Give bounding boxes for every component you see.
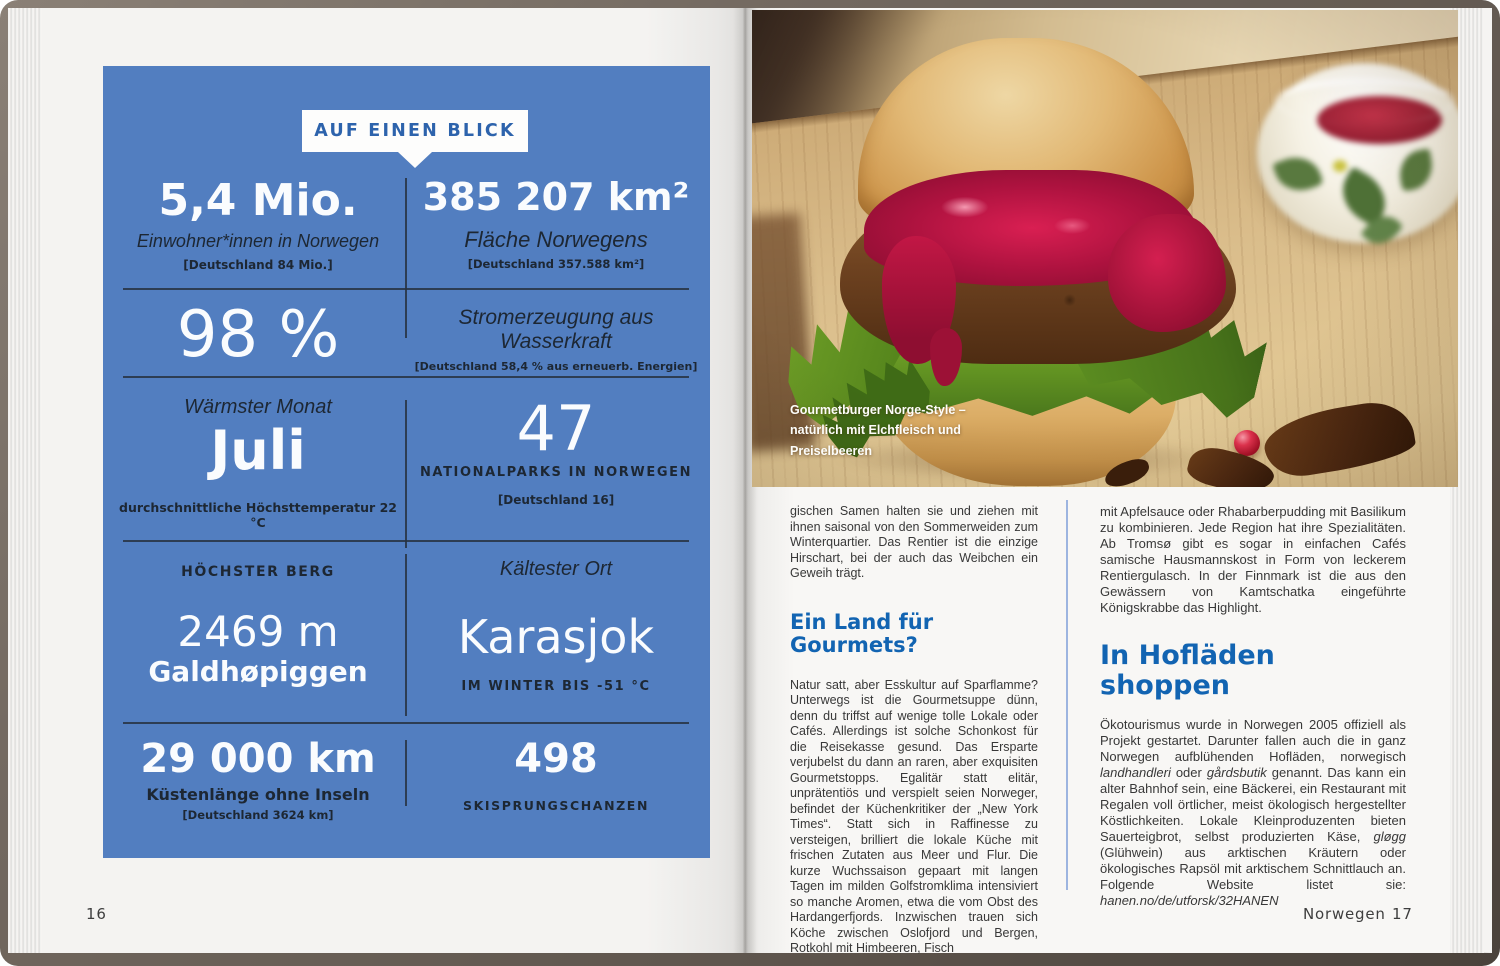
stat-national-parks-compare: [Deutschland 16]	[497, 493, 615, 508]
stat-coastline-value: 29 000 km	[140, 736, 376, 782]
stat-coastline-label: Küstenlänge ohne Inseln	[146, 785, 370, 804]
stat-hydropower-label-1: Stromerzeugung aus	[458, 306, 654, 329]
stat-population: 5,4 Mio. Einwohner*innen in Norwegen [De…	[113, 175, 403, 272]
photo-caption-line: natürlich mit Elchfleisch und	[790, 423, 961, 438]
stat-population-label: Einwohner*innen in Norwegen	[136, 231, 380, 252]
page-number-left: 16	[86, 905, 107, 923]
stat-population-value: 5,4 Mio.	[158, 175, 358, 226]
divider	[123, 288, 689, 290]
stat-hydropower: 98 %	[113, 298, 403, 372]
divider	[405, 554, 407, 716]
paragraph: Natur satt, aber Esskultur auf Sparflamm…	[790, 677, 1038, 956]
at-a-glance-badge: AUF EINEN BLICK	[302, 110, 528, 152]
stat-area: 385 207 km² Fläche Norwegens [Deutschlan…	[410, 175, 702, 272]
stat-hydropower-labels: Stromerzeugung aus Wasserkraft [Deutschl…	[410, 306, 702, 373]
stat-hydropower-value: 98 %	[176, 298, 340, 372]
stat-coastline-compare: [Deutschland 3624 km]	[182, 808, 334, 822]
text-segment-italic: gløgg	[1373, 829, 1406, 845]
stat-ski-jumps: 498 SKISPRUNGSCHANZEN	[410, 738, 702, 813]
column-divider-rule	[1066, 500, 1068, 890]
stat-area-value: 385 207 km²	[422, 175, 690, 219]
divider	[123, 722, 689, 724]
stat-highest-mountain-name: Galdhøpiggen	[148, 655, 368, 689]
photo-caption-line: Gourmetburger Norge-Style –	[790, 403, 966, 417]
stat-warmest-month: Wärmster Monat Juli durchschnittliche Hö…	[113, 396, 403, 530]
stat-coldest-place-label: Kältester Ort	[499, 558, 613, 580]
stat-population-compare: [Deutschland 84 Mio.]	[183, 257, 333, 272]
lingonberry-sauce	[1108, 214, 1226, 332]
section-heading-hoflaeden: In Hofläden shoppen	[1100, 640, 1275, 701]
paragraph: gischen Samen halten sie und ziehen mit …	[790, 504, 1038, 580]
text-segment: Ökotourismus wurde in Norwegen 2005 offi…	[1100, 717, 1406, 765]
stat-warmest-month-label: Wärmster Monat	[184, 396, 332, 418]
photo-vignette	[752, 10, 1458, 487]
badge-pointer	[398, 152, 432, 168]
paragraph: Ökotourismus wurde in Norwegen 2005 offi…	[1100, 717, 1406, 909]
stat-hydropower-compare: [Deutschland 58,4 % aus erneuerb. Energi…	[414, 360, 698, 374]
stat-national-parks-value: 47	[516, 392, 596, 465]
stat-area-compare: [Deutschland 357.588 km²]	[467, 257, 645, 272]
stat-area-label: Fläche Norwegens	[464, 226, 648, 252]
text-column-2: mit Apfelsauce oder Rhabarberpudding mit…	[1100, 504, 1406, 909]
stat-highest-mountain-label: HÖCHSTER BERG	[181, 564, 335, 580]
text-segment-italic: gårdsbutik	[1206, 765, 1267, 781]
divider	[123, 540, 689, 542]
page-number-right: 17	[1392, 905, 1413, 923]
elk-burger	[812, 28, 1242, 486]
text-segment-italic: landhandleri	[1100, 765, 1171, 781]
lingonberry	[1234, 430, 1260, 456]
divider	[405, 400, 407, 548]
divider	[123, 376, 689, 378]
page-edges-left	[8, 8, 42, 953]
photo-caption-line: Preiselbeeren	[790, 443, 872, 458]
stat-coldest-place: Kältester Ort Karasjok IM WINTER BIS -51…	[410, 558, 702, 694]
paragraph: mit Apfelsauce oder Rhabarberpudding mit…	[1100, 504, 1406, 615]
stat-national-parks: 47 NATIONALPARKS IN NORWEGEN [Deutschlan…	[410, 396, 702, 507]
text-segment: genannt. Das kann ein alter Bahnhof sein…	[1100, 765, 1406, 845]
bowl-dot-pattern	[1333, 160, 1347, 172]
stat-national-parks-label: NATIONALPARKS IN NORWEGEN	[419, 465, 693, 481]
text-segment: oder	[1170, 765, 1207, 781]
website-link-text: hanen.no/de/utforsk/32HANEN	[1100, 893, 1279, 909]
text-segment: (Glühwein) aus arktischen Kräutern oder …	[1100, 845, 1406, 893]
divider	[405, 740, 407, 806]
burger-photo: Gourmetburger Norge-Style – natürlich mi…	[752, 10, 1458, 487]
stat-warmest-month-value: Juli	[210, 419, 306, 482]
chapter-name: Norwegen	[1303, 905, 1386, 923]
text-column-1: gischen Samen halten sie und ziehen mit …	[790, 504, 1038, 957]
stat-coldest-place-value: Karasjok	[457, 610, 655, 664]
bowl-rim	[1275, 78, 1455, 124]
infographic-panel: AUF EINEN BLICK 5,4 Mio. Einwohner*innen…	[103, 66, 710, 858]
stat-ski-jumps-label: SKISPRUNGSCHANZEN	[462, 798, 650, 813]
stat-ski-jumps-value: 498	[514, 736, 598, 782]
section-heading-gourmets: Ein Land für Gourmets?	[790, 609, 934, 657]
stat-highest-mountain-value: 2469 m	[177, 607, 339, 656]
stat-hydropower-label-2: Wasserkraft	[500, 330, 612, 354]
stat-highest-mountain: HÖCHSTER BERG 2469 m Galdhøpiggen	[113, 564, 403, 686]
stat-coastline: 29 000 km Küstenlänge ohne Inseln [Deuts…	[113, 738, 403, 822]
photo-caption: Gourmetburger Norge-Style – natürlich mi…	[790, 400, 1030, 461]
stat-warmest-month-note: durchschnittliche Höchsttemperatur 22 °C	[119, 499, 397, 530]
stat-coldest-place-note: IM WINTER BIS -51 °C	[461, 679, 651, 695]
divider	[405, 178, 407, 338]
jam-bowl	[1247, 48, 1458, 253]
